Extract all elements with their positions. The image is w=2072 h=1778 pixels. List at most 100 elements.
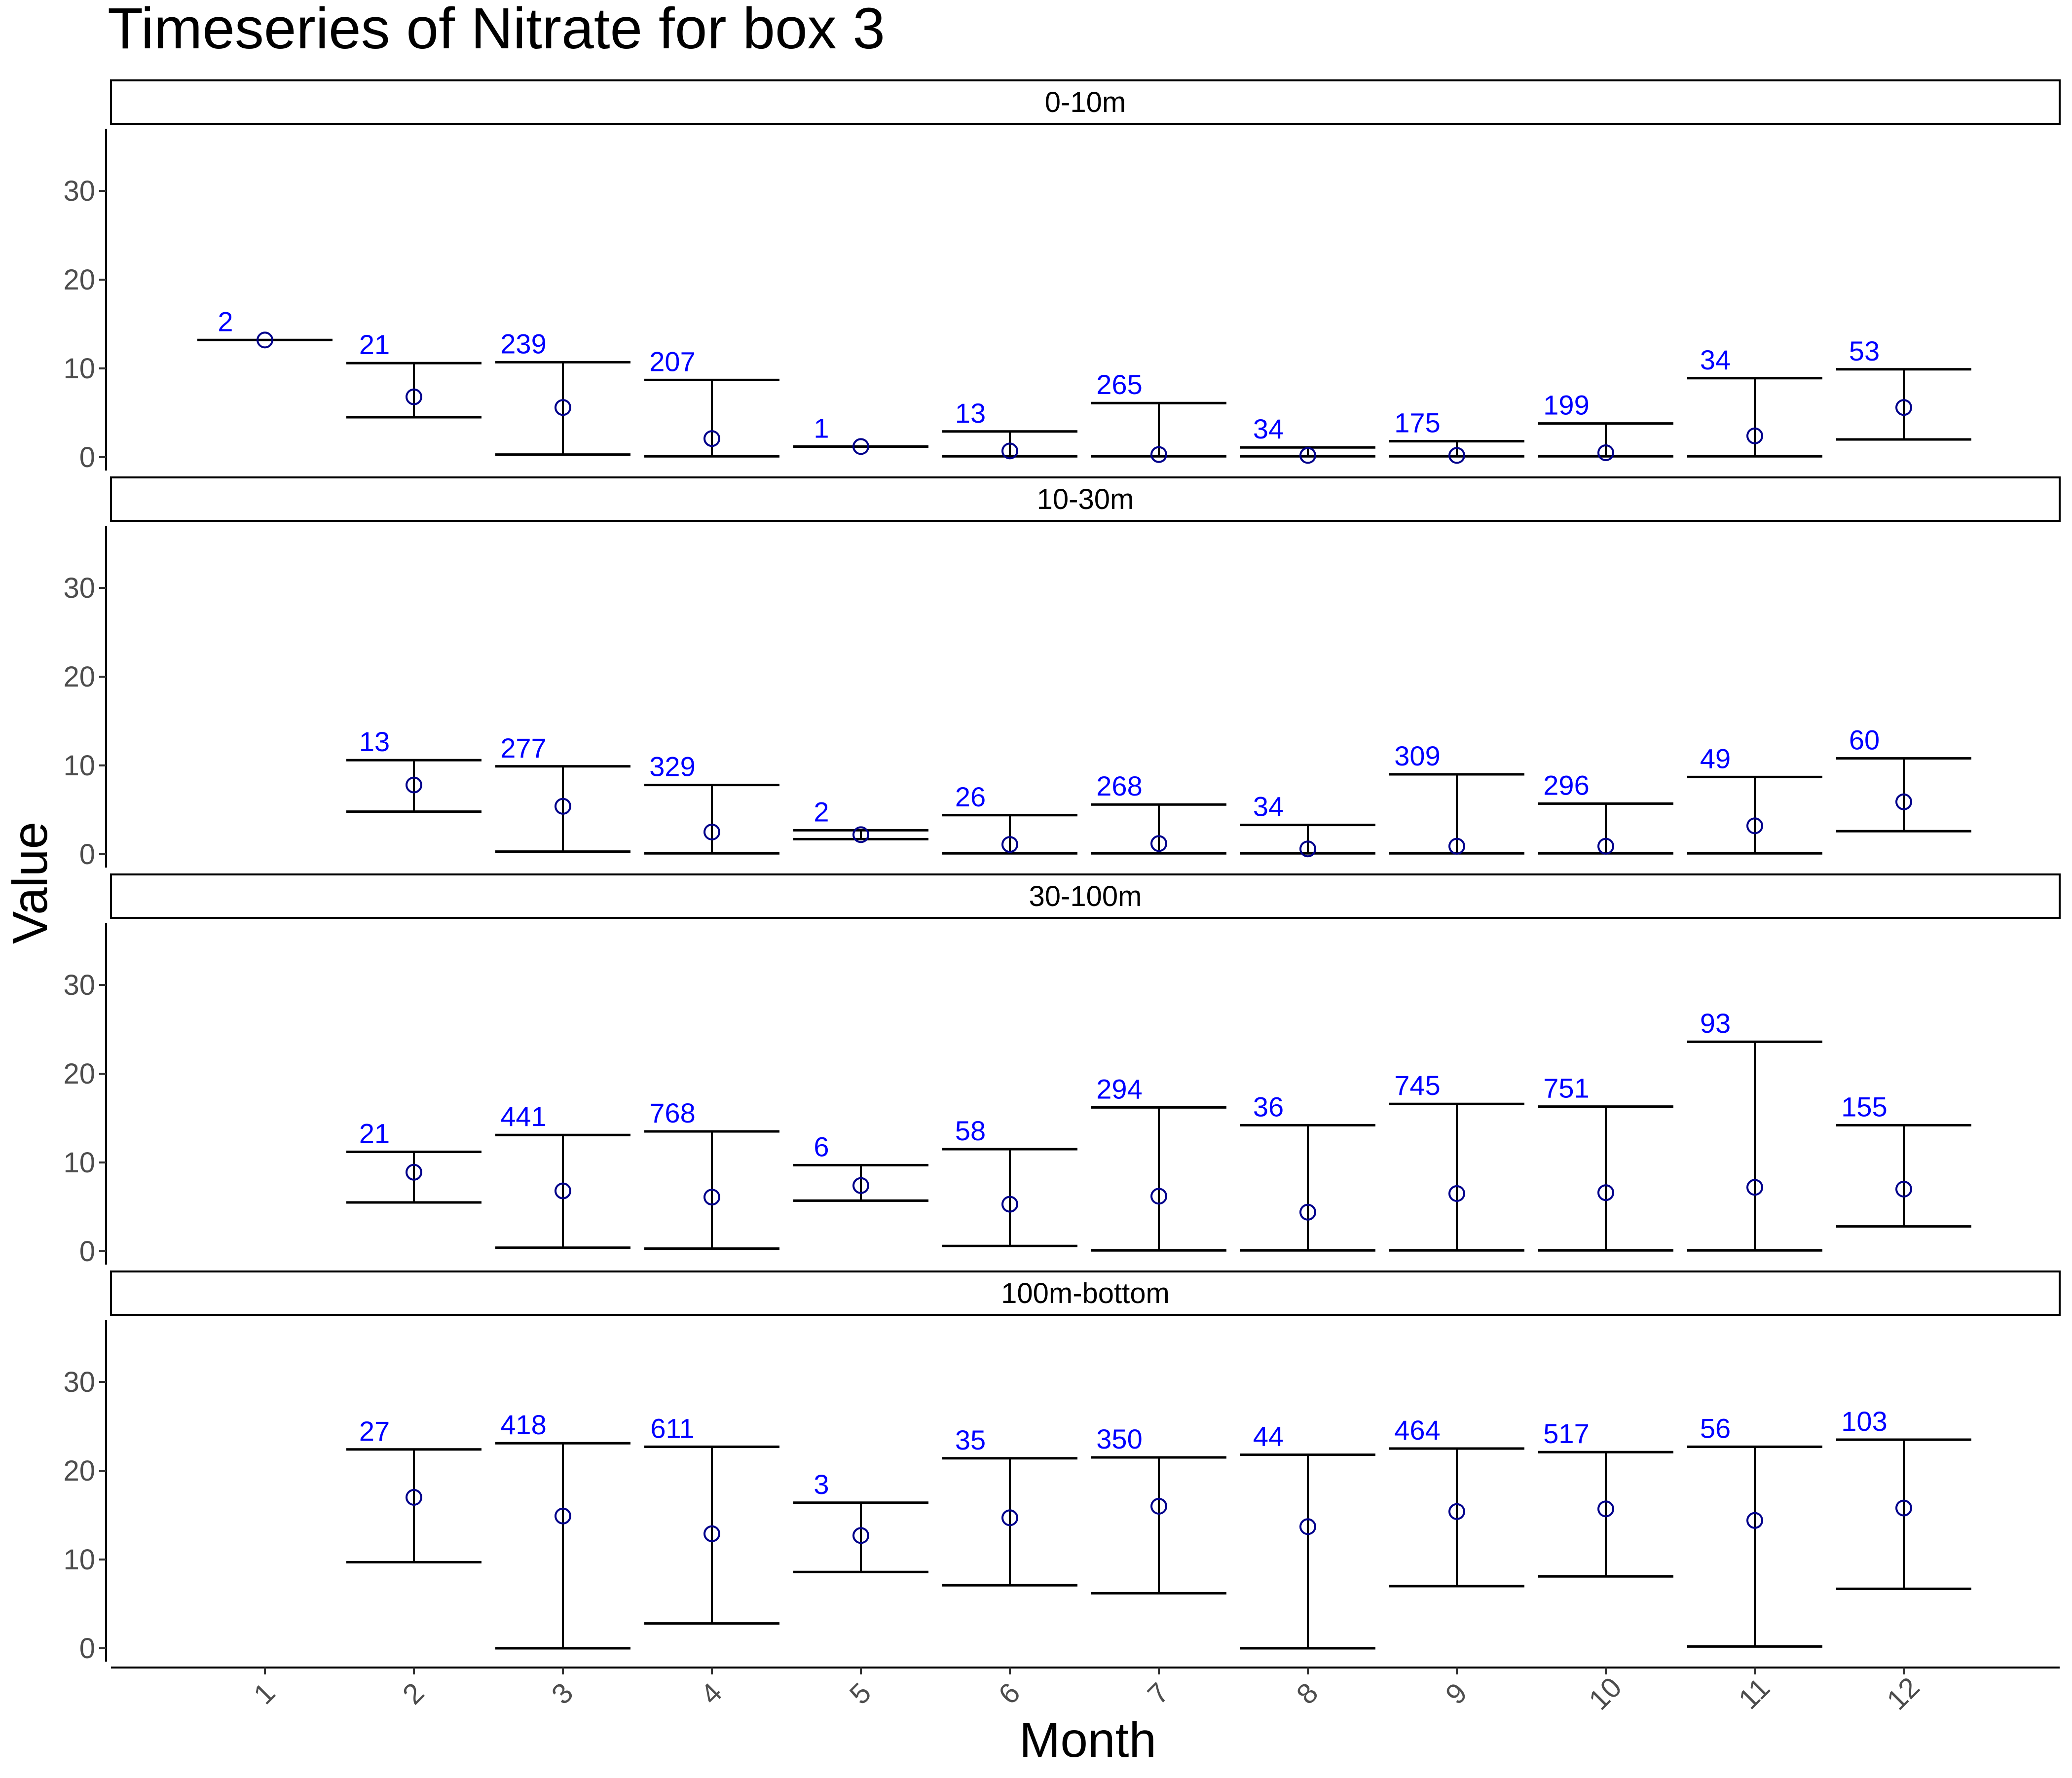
y-tick-label: 0 [79,441,95,473]
mean-point [406,1163,422,1181]
mean-point [1448,447,1465,464]
facet-strip-label: 100m-bottom [1001,1277,1170,1309]
count-label: 2 [814,796,829,827]
count-label: 418 [500,1409,546,1440]
count-label: 35 [955,1424,986,1455]
x-tick-label: 7 [1142,1677,1176,1711]
count-label: 277 [500,732,546,763]
mean-point [1895,1499,1912,1517]
mean-point [555,798,571,815]
count-label: 36 [1253,1091,1284,1122]
facet-strip [110,79,2061,125]
count-label: 155 [1841,1091,1887,1122]
y-tick-label: 20 [63,1058,95,1090]
mean-point [1001,836,1018,853]
y-tick-label: 20 [63,264,95,296]
count-label: 49 [1700,743,1731,774]
mean-point [703,1525,720,1542]
count-label: 768 [649,1097,695,1128]
mean-point [1448,837,1465,855]
mean-point [1895,1181,1912,1197]
mean-point [1150,1498,1167,1515]
count-label: 175 [1394,407,1440,438]
x-tick-label: 4 [695,1677,729,1711]
panel-30-100m: 30-100m 0 10 20 30 21 441 768 6 58 294 36 745 751 93 15… [63,873,2061,1268]
count-label: 309 [1394,740,1440,771]
mean-point [1448,1185,1465,1202]
count-label: 2 [218,306,233,337]
panel-0-10m: 0-10m 0 10 20 30 2 21 239 207 1 13 265 34 175 199 34 53 [63,79,2061,473]
mean-point [1299,1203,1316,1221]
count-label: 199 [1543,390,1589,421]
count-label: 329 [649,751,695,782]
count-label: 93 [1700,1008,1731,1039]
mean-point [406,1489,422,1506]
mean-point [1299,840,1316,858]
mean-point [852,438,869,455]
facet-strip-label: 0-10m [1045,86,1126,118]
count-label: 464 [1394,1415,1440,1446]
count-label: 34 [1700,344,1731,375]
mean-point [1001,442,1018,460]
x-tick-label: 6 [993,1677,1027,1711]
y-tick-label: 30 [63,969,95,1001]
panel-10-30m: 10-30m 0 10 20 30 13 277 329 2 26 268 34 309 296 49 60 [63,476,2061,871]
y-tick-label: 20 [63,661,95,693]
facet-strip-label: 10-30m [1037,483,1134,515]
count-label: 58 [955,1115,986,1146]
mean-point [1895,399,1912,416]
count-label: 44 [1253,1421,1284,1452]
count-label: 21 [359,329,390,360]
facet-strip [110,476,2061,522]
count-label: 56 [1700,1413,1731,1444]
y-tick-label: 30 [63,1366,95,1398]
x-tick-label: 1 [248,1677,282,1711]
count-label: 1 [814,412,829,443]
mean-point [406,776,422,794]
y-tick-label: 0 [79,838,95,871]
count-label: 21 [359,1118,390,1149]
mean-point [1001,1509,1018,1526]
mean-point [1597,837,1614,855]
mean-point [555,399,571,416]
mean-point [257,331,273,349]
mean-point [1597,1184,1614,1201]
count-label: 517 [1543,1418,1589,1449]
mean-point [1746,1179,1763,1196]
mean-point [852,826,869,843]
facet-strip-label: 30-100m [1029,880,1142,912]
count-label: 13 [955,398,986,429]
count-label: 350 [1096,1423,1142,1454]
y-axis-label: Value [2,822,58,944]
mean-point [1150,446,1167,463]
mean-point [1746,1512,1763,1529]
x-tick-label: 10 [1583,1671,1628,1716]
y-tick-label: 10 [63,1147,95,1179]
x-tick-label: 3 [546,1677,580,1711]
x-tick-label: 12 [1881,1671,1926,1716]
count-label: 27 [359,1415,390,1447]
mean-point [1895,793,1912,810]
mean-point [1299,1518,1316,1535]
count-label: 296 [1543,769,1589,800]
y-tick-label: 20 [63,1455,95,1487]
y-tick-label: 10 [63,1544,95,1576]
count-label: 3 [814,1469,829,1500]
x-tick-label: 2 [397,1677,431,1711]
mean-point [1150,1188,1167,1205]
mean-point [555,1507,571,1524]
count-label: 207 [649,346,695,377]
mean-point [852,1177,869,1194]
count-label: 268 [1096,770,1142,801]
count-label: 751 [1543,1073,1589,1104]
count-label: 103 [1841,1406,1887,1437]
count-label: 265 [1096,369,1142,400]
mean-point [1746,817,1763,835]
y-tick-label: 30 [63,572,95,604]
mean-point [555,1182,571,1199]
count-label: 611 [650,1413,694,1444]
y-tick-label: 10 [63,353,95,385]
